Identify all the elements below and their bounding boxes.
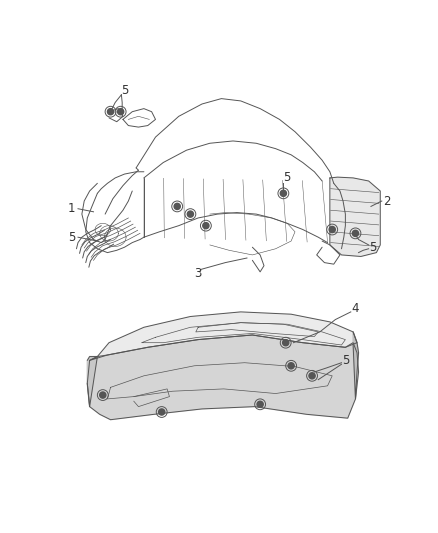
Text: 5: 5 xyxy=(283,172,291,184)
Text: 4: 4 xyxy=(352,302,359,316)
Text: 5: 5 xyxy=(121,84,128,98)
Polygon shape xyxy=(87,335,359,419)
Text: 3: 3 xyxy=(194,267,202,280)
Circle shape xyxy=(329,227,336,232)
Circle shape xyxy=(257,401,263,407)
Circle shape xyxy=(100,392,106,398)
Circle shape xyxy=(187,211,194,217)
Circle shape xyxy=(117,109,124,115)
Polygon shape xyxy=(87,357,97,407)
Text: 5: 5 xyxy=(342,354,349,367)
Circle shape xyxy=(174,203,180,209)
Circle shape xyxy=(352,230,359,237)
Circle shape xyxy=(288,363,294,369)
Text: 2: 2 xyxy=(383,195,390,207)
Text: 5: 5 xyxy=(68,231,75,244)
Circle shape xyxy=(280,190,286,196)
Circle shape xyxy=(107,109,113,115)
Text: 5: 5 xyxy=(369,241,376,254)
Polygon shape xyxy=(353,332,359,399)
Polygon shape xyxy=(330,177,380,256)
Polygon shape xyxy=(90,312,357,360)
Circle shape xyxy=(159,409,165,415)
Circle shape xyxy=(203,223,209,229)
Text: 1: 1 xyxy=(68,202,75,215)
Circle shape xyxy=(309,373,315,379)
Circle shape xyxy=(283,340,289,346)
